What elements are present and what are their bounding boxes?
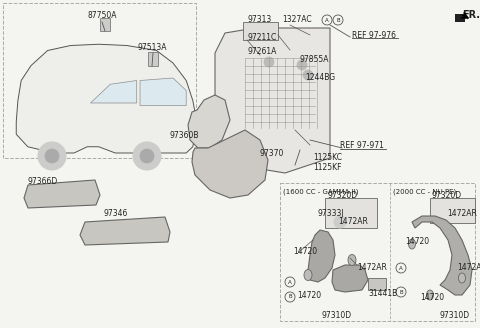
Bar bbox=[243, 22, 278, 40]
Polygon shape bbox=[80, 217, 170, 245]
Polygon shape bbox=[308, 230, 335, 282]
Text: 14720: 14720 bbox=[297, 292, 321, 300]
Ellipse shape bbox=[427, 290, 433, 300]
Text: 1125KC: 1125KC bbox=[313, 154, 342, 162]
Text: 97320D: 97320D bbox=[432, 191, 462, 199]
Text: 97346: 97346 bbox=[103, 209, 127, 217]
Text: 1472AR: 1472AR bbox=[338, 216, 368, 226]
Text: 1125KF: 1125KF bbox=[313, 163, 341, 173]
Bar bbox=[100, 18, 110, 31]
Ellipse shape bbox=[304, 270, 312, 280]
Bar bbox=[325, 198, 377, 228]
Text: (1600 CC - GAMMA-II): (1600 CC - GAMMA-II) bbox=[283, 189, 359, 195]
Polygon shape bbox=[332, 265, 368, 292]
Text: 1244BG: 1244BG bbox=[305, 73, 335, 83]
Text: REF 97-971: REF 97-971 bbox=[340, 141, 384, 151]
Circle shape bbox=[297, 60, 307, 70]
Polygon shape bbox=[16, 44, 196, 153]
Bar bbox=[148, 52, 158, 66]
Text: B: B bbox=[336, 17, 340, 23]
Text: B: B bbox=[288, 295, 292, 299]
Text: 97333J: 97333J bbox=[318, 209, 345, 217]
Text: 1472AR: 1472AR bbox=[357, 263, 387, 273]
Polygon shape bbox=[91, 80, 137, 103]
Circle shape bbox=[140, 149, 154, 163]
Text: 97370: 97370 bbox=[260, 149, 284, 157]
Text: 1327AC: 1327AC bbox=[282, 15, 312, 25]
Bar bbox=[368, 278, 386, 290]
Polygon shape bbox=[192, 130, 268, 198]
Bar bbox=[280, 183, 475, 321]
Text: 97513A: 97513A bbox=[138, 44, 168, 52]
Text: FR.: FR. bbox=[462, 10, 480, 20]
Text: 14720: 14720 bbox=[405, 236, 429, 245]
Text: A: A bbox=[399, 265, 403, 271]
Bar bbox=[455, 14, 465, 22]
Text: 31441B: 31441B bbox=[368, 289, 397, 297]
Text: 97211C: 97211C bbox=[247, 32, 276, 42]
Text: 1472AR: 1472AR bbox=[457, 263, 480, 273]
Circle shape bbox=[334, 216, 346, 228]
Circle shape bbox=[264, 57, 274, 67]
Polygon shape bbox=[215, 28, 330, 173]
Text: 97360B: 97360B bbox=[170, 132, 200, 140]
Text: 97366D: 97366D bbox=[27, 176, 57, 186]
Text: REF 97-976: REF 97-976 bbox=[352, 31, 396, 39]
Polygon shape bbox=[140, 78, 186, 106]
Polygon shape bbox=[188, 95, 230, 148]
Text: B: B bbox=[399, 290, 403, 295]
Circle shape bbox=[38, 142, 66, 170]
Circle shape bbox=[303, 70, 313, 80]
Circle shape bbox=[45, 149, 59, 163]
Polygon shape bbox=[412, 216, 472, 295]
Bar bbox=[3, 3, 196, 158]
Text: A: A bbox=[288, 279, 292, 284]
Text: 87750A: 87750A bbox=[88, 10, 118, 19]
Text: 1472AR: 1472AR bbox=[447, 210, 477, 218]
Text: A: A bbox=[325, 17, 329, 23]
Ellipse shape bbox=[408, 239, 416, 249]
Text: 97261A: 97261A bbox=[247, 47, 276, 55]
Circle shape bbox=[133, 142, 161, 170]
Text: 97313: 97313 bbox=[247, 15, 271, 25]
Text: 14720: 14720 bbox=[293, 248, 317, 256]
Ellipse shape bbox=[348, 255, 356, 265]
Text: (2000 CC - NU PE): (2000 CC - NU PE) bbox=[393, 189, 456, 195]
Text: 97310D: 97310D bbox=[322, 312, 352, 320]
Bar bbox=[430, 198, 475, 223]
Polygon shape bbox=[24, 180, 100, 208]
Text: 97320D: 97320D bbox=[328, 191, 358, 199]
Text: 14720: 14720 bbox=[420, 293, 444, 301]
Ellipse shape bbox=[458, 273, 466, 283]
Text: 97310D: 97310D bbox=[440, 312, 470, 320]
Text: 97855A: 97855A bbox=[300, 54, 329, 64]
